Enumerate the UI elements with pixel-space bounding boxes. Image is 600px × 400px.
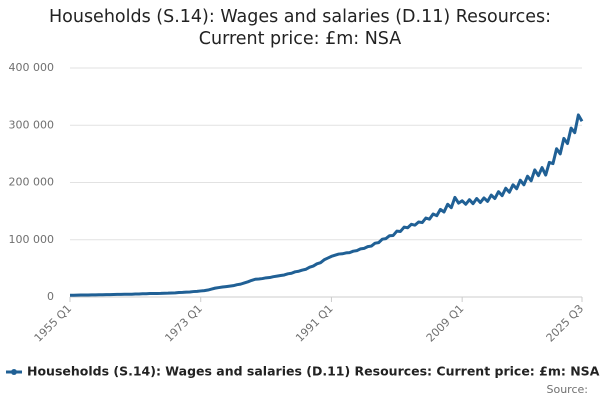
y-tick-label: 300 000 [9, 118, 55, 131]
x-tick-label: 1991 Q1 [293, 302, 336, 345]
y-tick-label: 200 000 [9, 176, 55, 189]
x-tick-label: 2025 Q3 [544, 302, 587, 345]
y-tick-label: 100 000 [9, 233, 55, 246]
x-tick-label: 1955 Q1 [32, 302, 75, 345]
legend-label: Households (S.14): Wages and salaries (D… [27, 364, 600, 379]
data-line [69, 113, 584, 297]
y-tick-label: 0 [47, 290, 54, 303]
legend-marker-dot [11, 369, 17, 375]
chart-title: Households (S.14): Wages and salaries (D… [48, 7, 551, 49]
y-tick-label: 400 000 [9, 61, 55, 74]
x-tick-label: 2009 Q1 [424, 302, 467, 345]
source: Source: [547, 383, 589, 396]
x-tick-label: 1973 Q1 [162, 302, 205, 345]
